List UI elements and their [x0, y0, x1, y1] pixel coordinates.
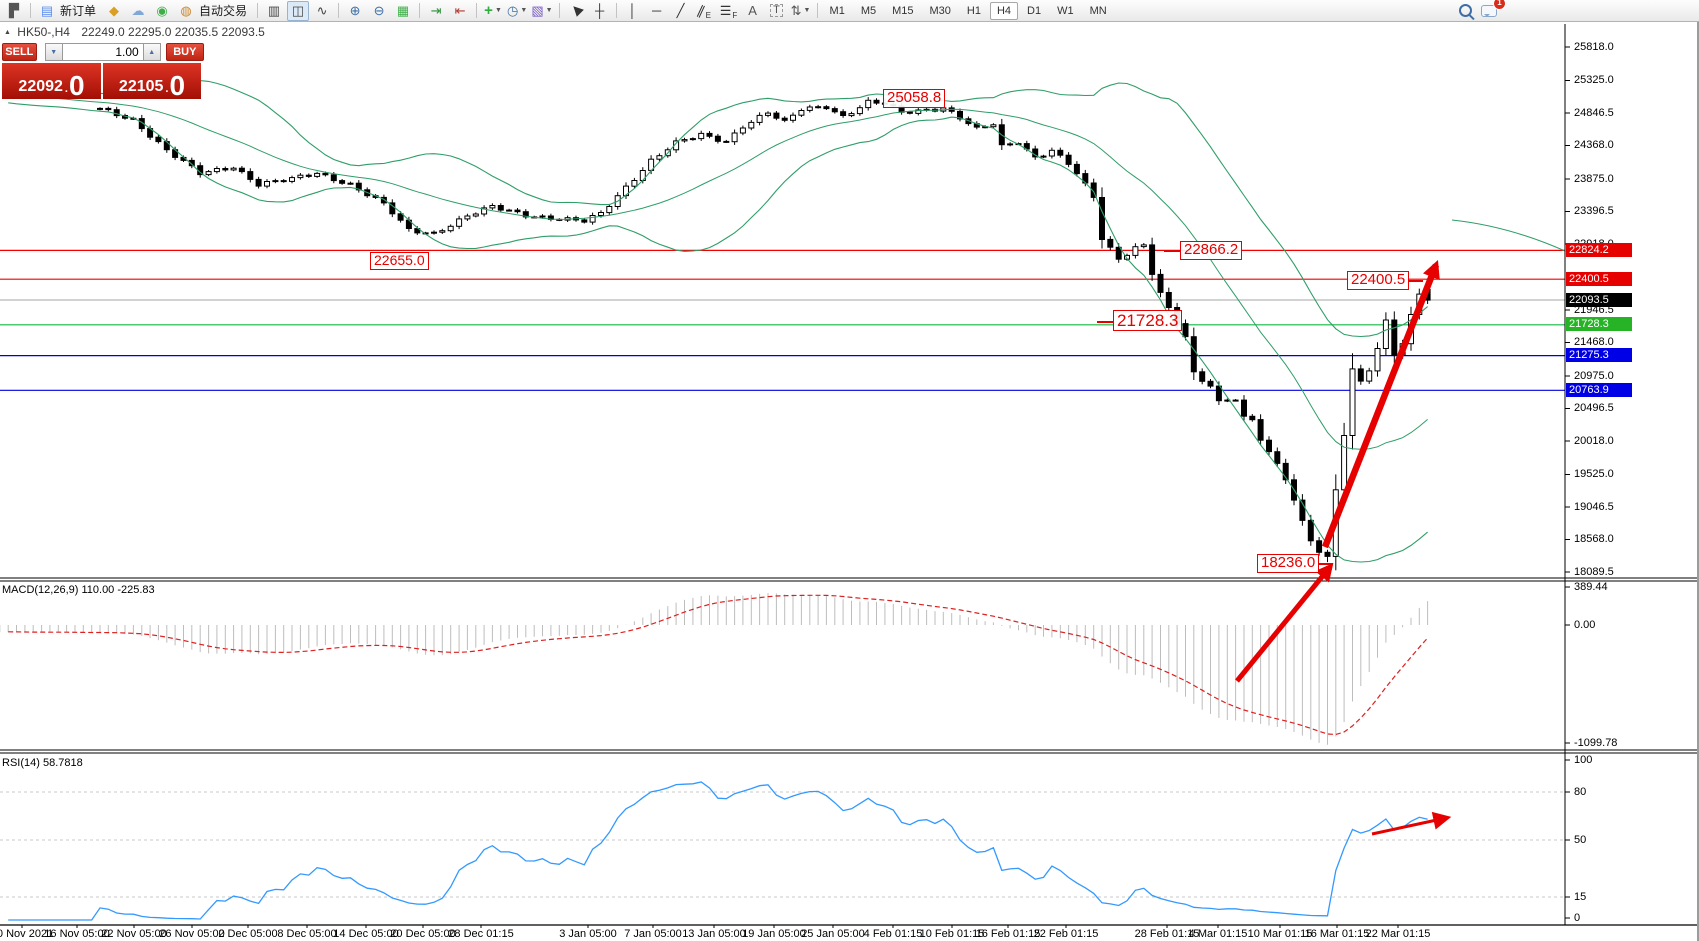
fibonacci-icon[interactable]: ☰ F — [719, 3, 738, 20]
gold-cube-icon[interactable]: ◆ — [109, 3, 120, 18]
notification-badge: 1 — [1493, 0, 1506, 10]
horizontal-line-icon[interactable]: ─ — [651, 3, 662, 18]
one-click-trading-panel: SELL ▼ ▲ BUY 22092 . 0 22105 . 0 — [2, 43, 204, 102]
templates-icon[interactable]: ▧ ▼ — [531, 3, 553, 18]
main-toolbar: ▛ ▤ 新订单 ◆ ☁ ◉ ◍ 自动交易 ▥ ◫ ∿ ⊕ ⊖ ▦ ⇥ ⇤ + ▼ ◷ ▼ ▧ ▼ ▶ ┼ │ ─ ╱ ∥ E ☰ F A T ⇅ ▼… — [0, 0, 1699, 22]
volume-increase-button[interactable]: ▲ — [142, 43, 161, 61]
ask-price-panel[interactable]: 22105 . 0 — [103, 63, 201, 102]
chart-fragment-icon[interactable]: ▛ — [9, 3, 19, 18]
chart-symbol-info: ▲ HK50-,H4 22249.0 22295.0 22035.5 22093… — [4, 25, 265, 39]
toolbar-separator — [476, 3, 478, 18]
timeframe-switcher: M1 M5 M15 M30 H1 H4 D1 W1 MN — [822, 1, 1115, 20]
periods-icon[interactable]: ◷ ▼ — [507, 3, 528, 18]
timeframe-h4-button[interactable]: H4 — [989, 1, 1019, 20]
bid-price-panel[interactable]: 22092 . 0 — [2, 63, 101, 102]
zoom-in-icon[interactable]: ⊕ — [349, 3, 361, 18]
text-icon[interactable]: A — [748, 3, 757, 18]
timeframe-mn-button[interactable]: MN — [1089, 4, 1107, 17]
arrows-icon[interactable]: ⇅ ▼ — [790, 3, 811, 18]
bar-chart-icon[interactable]: ▥ — [267, 3, 281, 18]
signal-icon[interactable]: ◉ — [156, 3, 168, 18]
toolbar-separator — [257, 3, 259, 18]
volume-decrease-button[interactable]: ▼ — [44, 43, 63, 61]
volume-input[interactable] — [62, 43, 143, 61]
cursor-icon[interactable]: ▶ — [566, 1, 585, 20]
ohlc-values: 22249.0 22295.0 22035.5 22093.5 — [81, 25, 265, 39]
indicators-icon[interactable]: + ▼ — [484, 2, 502, 19]
candlestick-chart-icon[interactable]: ◫ — [287, 0, 310, 21]
vertical-line-icon[interactable]: │ — [628, 3, 637, 18]
timeframe-w1-button[interactable]: W1 — [1057, 4, 1074, 17]
timeframe-d1-button[interactable]: D1 — [1027, 4, 1042, 17]
cloud-icon[interactable]: ☁ — [131, 3, 145, 18]
timeframe-m15-button[interactable]: M15 — [892, 4, 914, 17]
macd-indicator-label: MACD(12,26,9) 110.00 -225.83 — [2, 584, 155, 596]
toolbar-separator — [338, 3, 340, 18]
timeframe-m5-button[interactable]: M5 — [860, 4, 877, 17]
equidistant-channel-icon[interactable]: ∥ E — [695, 2, 711, 20]
timeframe-m30-button[interactable]: M30 — [929, 4, 951, 17]
new-order-icon[interactable]: ▤ — [40, 3, 54, 18]
trendline-icon[interactable]: ╱ — [676, 3, 685, 18]
timeframe-m1-button[interactable]: M1 — [829, 4, 845, 17]
toolbar-separator — [615, 3, 617, 18]
chat-icon[interactable]: 1 — [1478, 0, 1506, 21]
ask-price-main: 22105 — [118, 78, 164, 95]
toolbar-separator — [30, 3, 31, 18]
chart-shift-icon[interactable]: ⇤ — [454, 3, 466, 18]
autotrade-icon[interactable]: ◍ — [180, 3, 192, 18]
ask-price-dot: . — [165, 83, 169, 95]
ask-price-last-digit: 0 — [169, 70, 186, 102]
toolbar-separator — [816, 3, 818, 18]
search-icon[interactable] — [1454, 1, 1476, 21]
buy-button[interactable]: BUY — [165, 43, 204, 61]
autotrade-label[interactable]: 自动交易 — [199, 4, 248, 18]
bid-price-dot: . — [64, 83, 68, 95]
zoom-out-icon[interactable]: ⊖ — [373, 3, 385, 18]
text-label-icon[interactable]: T — [766, 1, 788, 21]
volume-stepper[interactable]: ▼ ▲ — [44, 43, 161, 61]
tile-windows-icon[interactable]: ▦ — [396, 3, 410, 18]
bid-price-main: 22092 — [18, 78, 63, 95]
auto-scroll-icon[interactable]: ⇥ — [430, 3, 442, 18]
crosshair-icon[interactable]: ┼ — [594, 3, 605, 18]
symbol-period-label: HK50-,H4 — [17, 25, 70, 39]
line-chart-icon[interactable]: ∿ — [316, 3, 328, 18]
sell-button[interactable]: SELL — [2, 43, 37, 61]
toolbar-separator — [419, 3, 421, 18]
rsi-indicator-label: RSI(14) 58.7818 — [2, 757, 83, 769]
timeframe-h1-button[interactable]: H1 — [966, 4, 981, 17]
window-right-border — [1697, 0, 1699, 941]
toolbar-separator — [558, 3, 560, 18]
symbol-marker-icon: ▲ — [4, 29, 11, 36]
new-order-label[interactable]: 新订单 — [60, 4, 97, 18]
bid-price-last-digit: 0 — [68, 70, 85, 102]
